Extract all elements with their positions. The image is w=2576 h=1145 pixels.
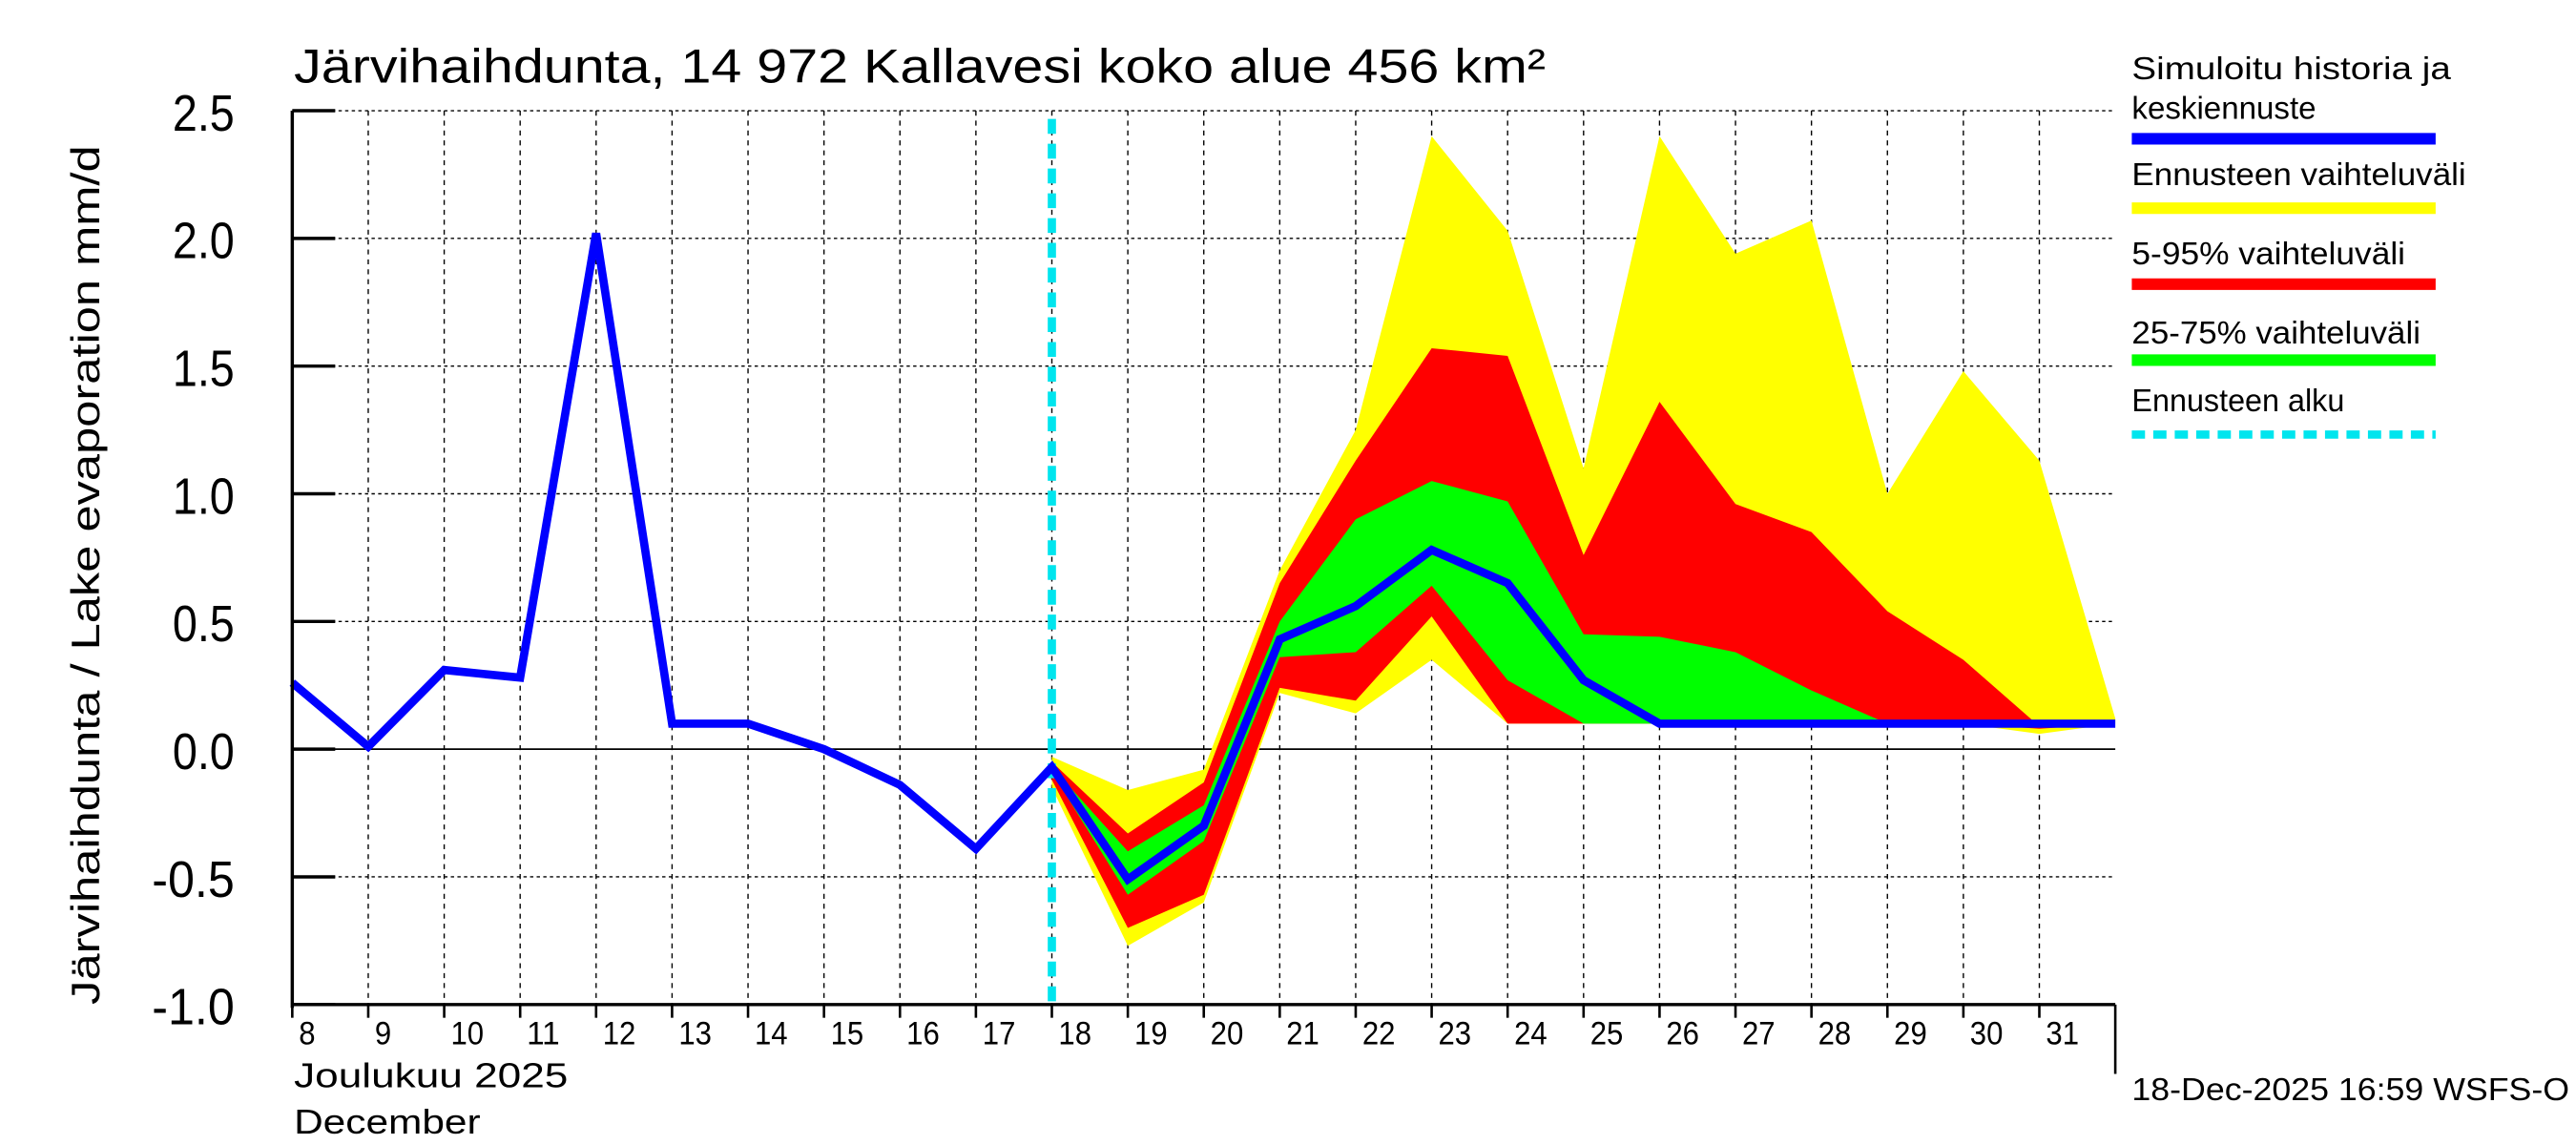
- x-tick-label: 30: [1970, 1015, 2004, 1051]
- y-tick-label: -1.0: [152, 979, 235, 1036]
- chart-title: Järvihaihdunta, 14 972 Kallavesi koko al…: [294, 40, 1546, 94]
- x-tick-label: 15: [831, 1015, 864, 1051]
- x-tick-label: 11: [527, 1015, 560, 1051]
- y-tick-label: 1.5: [173, 340, 235, 397]
- x-tick-label: 18: [1058, 1015, 1091, 1051]
- legend-label: keskiennuste: [2131, 91, 2316, 126]
- x-tick-label: 21: [1286, 1015, 1319, 1051]
- x-tick-label: 9: [375, 1015, 391, 1051]
- y-tick-label: 0.5: [173, 595, 235, 653]
- x-tick-label: 24: [1514, 1015, 1548, 1051]
- legend-label: Simuloitu historia ja: [2131, 51, 2451, 86]
- legend-label: Ennusteen vaihteluväli: [2131, 156, 2465, 192]
- x-tick-label: 10: [450, 1015, 484, 1051]
- forecast-bands: [1051, 135, 2116, 947]
- legend: Simuloitu historia ja keskiennuste Ennuste…: [2131, 51, 2466, 439]
- x-tick-label: 22: [1362, 1015, 1396, 1051]
- axes: -1.0 -0.5 0.0 0.5 1.0 1.5 2.0 2.5 8 9 10 11 12 13 14 15…: [152, 85, 2117, 1074]
- x-tick-label: 23: [1439, 1015, 1472, 1051]
- legend-label: Ennusteen alku: [2131, 383, 2344, 418]
- x-axis-label-fi: Joulukuu 2025: [294, 1055, 568, 1094]
- y-tick-label: -0.5: [152, 851, 235, 908]
- x-tick-label: 26: [1666, 1015, 1699, 1051]
- x-tick-label: 20: [1211, 1015, 1244, 1051]
- y-tick-label: 0.0: [173, 723, 235, 781]
- x-tick-label: 12: [603, 1015, 636, 1051]
- x-tick-label: 13: [678, 1015, 712, 1051]
- x-tick-label: 27: [1742, 1015, 1776, 1051]
- x-axis-label-en: December: [294, 1102, 481, 1141]
- range-band: [1051, 135, 2116, 947]
- series-lines: [289, 118, 2116, 1005]
- legend-label: 25-75% vaihteluväli: [2131, 315, 2420, 350]
- x-tick-label: 31: [2046, 1015, 2079, 1051]
- x-tick-label: 25: [1590, 1015, 1624, 1051]
- timestamp-footer: 18-Dec-2025 16:59 WSFS-O: [2131, 1072, 2569, 1107]
- x-tick-label: 28: [1818, 1015, 1852, 1051]
- p25-75-band: [1051, 481, 2116, 895]
- x-tick-label: 19: [1134, 1015, 1168, 1051]
- y-tick-label: 1.0: [173, 468, 235, 525]
- y-tick-label: 2.5: [173, 85, 235, 142]
- x-tick-label: 16: [906, 1015, 940, 1051]
- x-tick-label: 14: [755, 1015, 788, 1051]
- y-axis-label: Järvihaihdunta / Lake evaporation mm/d: [63, 145, 108, 1004]
- y-tick-label: 2.0: [173, 213, 235, 270]
- median-line: [289, 232, 2116, 885]
- x-tick-label: 8: [299, 1015, 315, 1051]
- x-tick-label: 29: [1894, 1015, 1927, 1051]
- x-tick-label: 17: [983, 1015, 1016, 1051]
- legend-label: 5-95% vaihteluväli: [2131, 236, 2405, 271]
